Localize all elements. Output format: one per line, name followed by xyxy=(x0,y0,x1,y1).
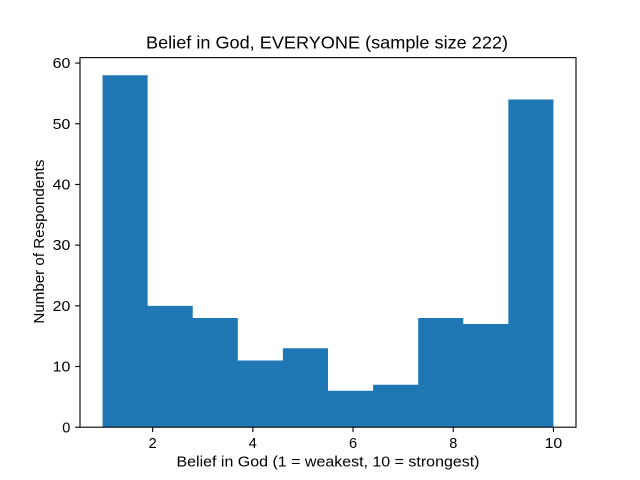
svg-text:4: 4 xyxy=(249,436,257,452)
svg-text:10: 10 xyxy=(53,360,71,376)
svg-text:Belief in God, EVERYONE (sampl: Belief in God, EVERYONE (sample size 222… xyxy=(146,33,508,53)
svg-text:2: 2 xyxy=(149,436,157,452)
svg-text:Belief in God (1 = weakest, 10: Belief in God (1 = weakest, 10 = stronge… xyxy=(177,455,480,471)
svg-text:30: 30 xyxy=(53,238,71,254)
svg-text:0: 0 xyxy=(62,420,70,436)
svg-text:20: 20 xyxy=(53,299,71,315)
svg-text:10: 10 xyxy=(545,436,563,452)
svg-text:40: 40 xyxy=(53,177,71,193)
svg-text:Number of Respondents: Number of Respondents xyxy=(32,160,48,324)
svg-text:8: 8 xyxy=(449,436,457,452)
svg-text:50: 50 xyxy=(53,117,71,133)
svg-text:6: 6 xyxy=(349,436,357,452)
svg-text:60: 60 xyxy=(53,56,71,72)
